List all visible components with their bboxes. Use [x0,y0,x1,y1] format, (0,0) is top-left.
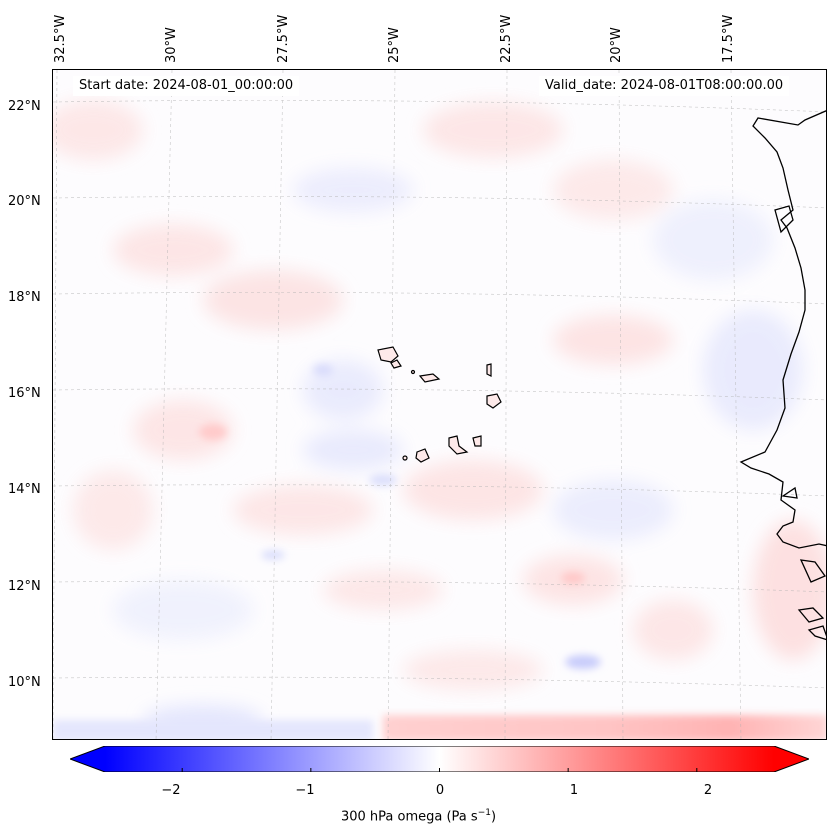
colorbar-label: 300 hPa omega (Pa s−1) [340,808,497,825]
lat-label-12n: 12°N [8,579,41,594]
lon-label-27-5w: 27.5°W [276,14,291,63]
southern-convergence-band [383,715,826,739]
lat-label-10n: 10°N [8,675,41,690]
lat-label-14n: 14°N [8,482,41,497]
map-panel [52,69,827,740]
lon-label-22-5w: 22.5°W [499,14,514,63]
islands [377,346,502,463]
coastline [739,110,826,641]
lat-label-22n: 22°N [8,99,41,114]
omega-field [53,100,826,735]
colorbar-graphic [68,745,811,773]
variable-name: 300 hPa omega [340,809,443,825]
colorbar-tick-minus-2: −2 [161,783,181,798]
lon-label-20w: 20°W [609,27,624,63]
lon-label-25w: 25°W [387,27,402,63]
variable-units: Pa s [451,809,478,825]
colorbar-body [105,746,774,772]
lat-label-16n: 16°N [8,386,41,401]
colorbar-tickmarks [181,768,698,772]
colorbar-extend-high [774,746,809,772]
colorbar-extend-low [70,746,105,772]
colorbar-tick-2: 2 [703,783,713,798]
graticule [53,70,826,739]
units-exponent: −1 [477,808,491,818]
colorbar [68,745,811,773]
lon-label-17-5w: 17.5°W [721,14,736,63]
lat-label-18n: 18°N [8,290,41,305]
colorbar-tick-0: 0 [435,783,445,798]
start-date-label: Start date: 2024-08-01_00:00:00 [73,76,300,96]
lon-label-32-5w: 32.5°W [53,14,68,63]
colorbar-tick-1: 1 [569,783,579,798]
omega-field-map [53,70,826,739]
lon-label-30w: 30°W [164,27,179,63]
lat-label-20n: 20°N [8,194,41,209]
valid-date-label: Valid_date: 2024-08-01T08:00:00.00 [539,76,790,96]
colorbar-tick-minus-1: −1 [295,783,315,798]
